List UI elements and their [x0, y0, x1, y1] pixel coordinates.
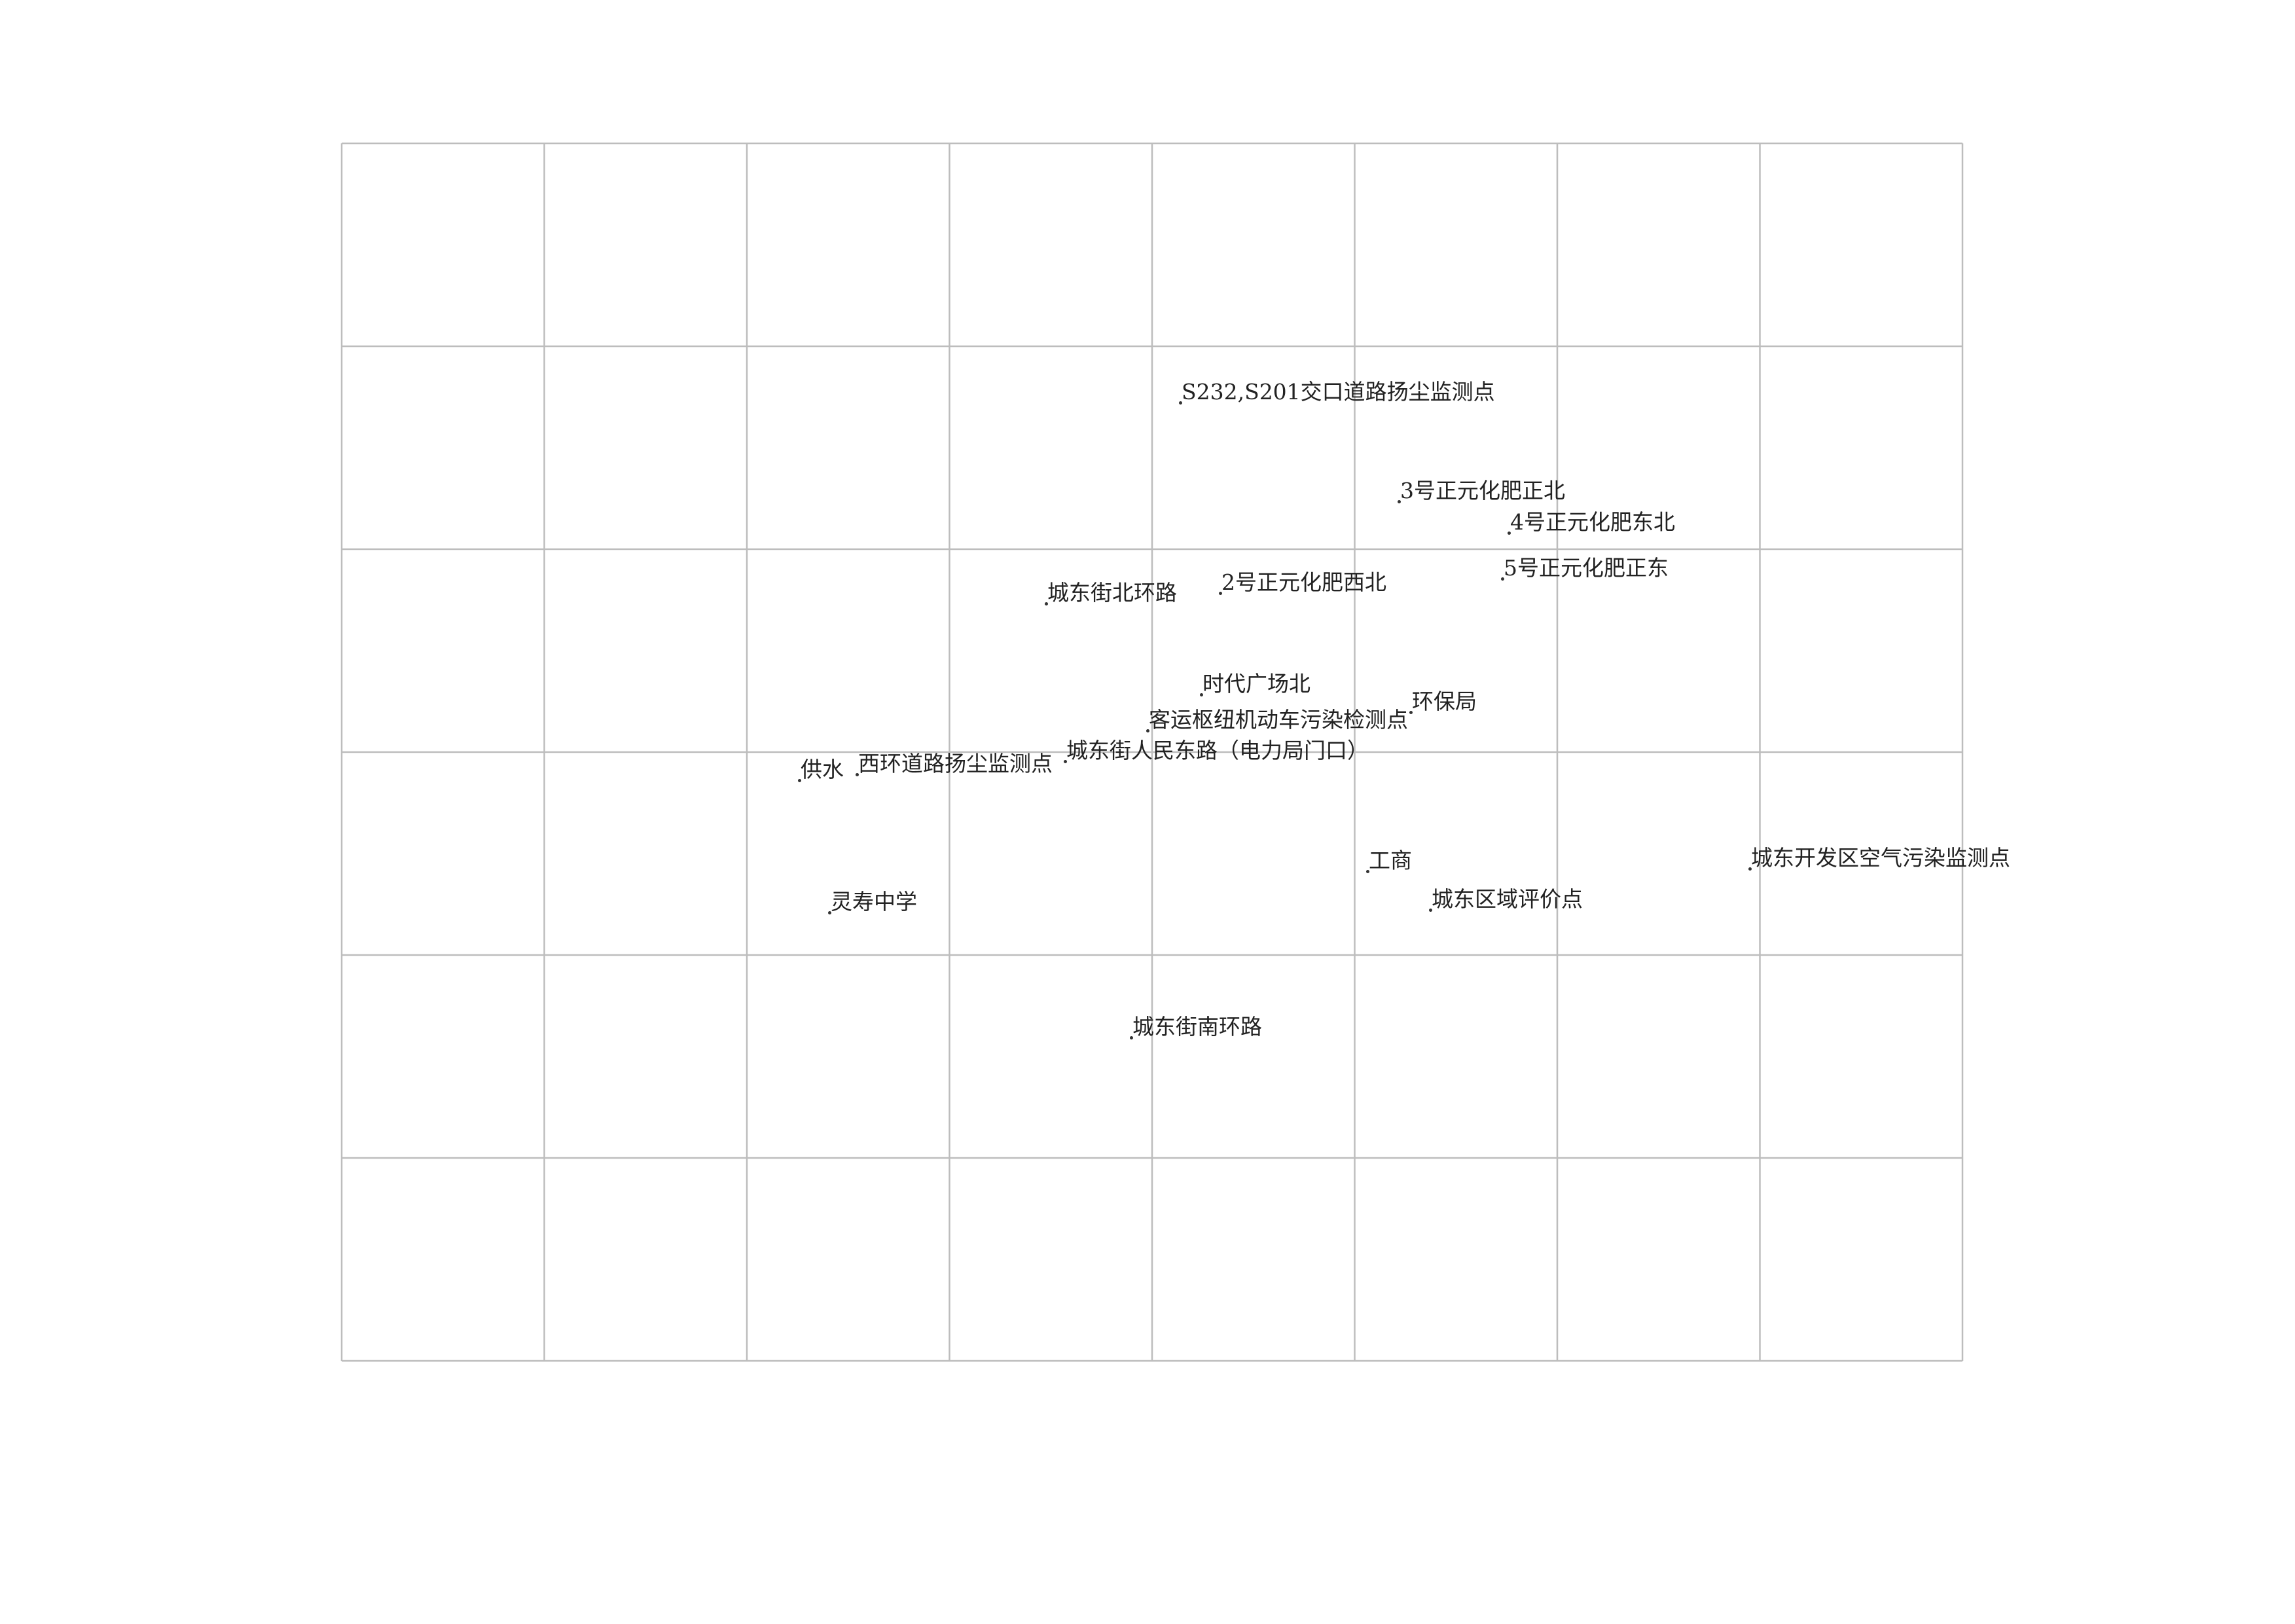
station-dot [828, 911, 831, 914]
station-label: 工商 [1369, 848, 1412, 873]
station-dot [1200, 693, 1203, 696]
station-label: 4号正元化肥东北 [1510, 509, 1675, 535]
station-dot [856, 773, 859, 776]
station-label: 2号正元化肥西北 [1221, 569, 1386, 595]
station-dot [1045, 602, 1048, 605]
station-label: 时代广场北 [1202, 671, 1310, 696]
station-dot [798, 779, 801, 782]
station-dot [1748, 867, 1752, 871]
station-dot [1508, 532, 1511, 535]
station-dot [1409, 711, 1413, 714]
station-dot [1146, 729, 1149, 732]
station-label: 城东区域评价点 [1432, 886, 1583, 912]
station-label: 5号正元化肥正东 [1504, 555, 1669, 581]
station-label: 西环道路扬尘监测点 [858, 751, 1053, 776]
station-dot [1179, 401, 1182, 405]
station-label: 环保局 [1412, 689, 1477, 714]
station-dot [1398, 500, 1401, 503]
station-label: 城东街北环路 [1047, 580, 1177, 605]
station-label: 灵寿中学 [831, 889, 917, 914]
station-label: 3号正元化肥正北 [1400, 478, 1565, 503]
station-label: 城东街人民东路（电力局门口） [1066, 738, 1369, 763]
station-label: 城东开发区空气污染监测点 [1751, 845, 2010, 871]
station-dot [1501, 577, 1504, 581]
station-label: 客运枢纽机动车污染检测点 [1149, 707, 1408, 732]
station-dot [1130, 1036, 1133, 1039]
station-dot [1366, 870, 1369, 873]
station-label: S232,S201交口道路扬尘监测点 [1182, 379, 1495, 405]
station-label: 供水 [801, 757, 844, 782]
station-dot [1219, 592, 1222, 595]
station-dot [1429, 909, 1432, 912]
station-dot [1064, 760, 1067, 763]
station-label: 城东街南环路 [1132, 1014, 1262, 1039]
